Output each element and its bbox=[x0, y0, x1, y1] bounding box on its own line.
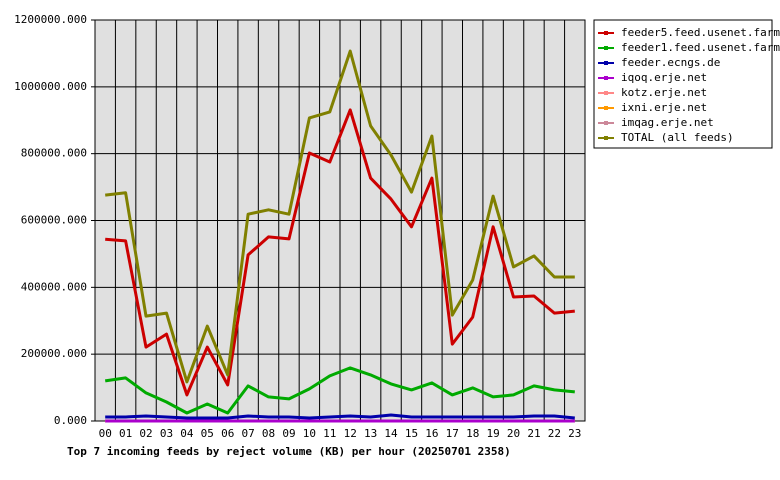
y-tick-label: 200000.000 bbox=[21, 347, 87, 360]
y-tick-label: 400000.000 bbox=[21, 280, 87, 293]
legend-marker bbox=[604, 61, 608, 65]
legend-label: kotz.erje.net bbox=[621, 86, 707, 99]
x-tick-label: 09 bbox=[282, 427, 295, 440]
x-tick-label: 15 bbox=[405, 427, 418, 440]
legend-label: iqoq.erje.net bbox=[621, 71, 707, 84]
x-tick-label: 03 bbox=[160, 427, 173, 440]
x-tick-label: 05 bbox=[201, 427, 214, 440]
series-line bbox=[105, 413, 575, 420]
x-tick-label: 17 bbox=[446, 427, 459, 440]
legend-box bbox=[593, 19, 773, 149]
x-tick-label: 22 bbox=[548, 427, 561, 440]
x-tick-label: 10 bbox=[303, 427, 316, 440]
x-tick-label: 12 bbox=[344, 427, 357, 440]
legend-marker bbox=[604, 136, 608, 140]
x-tick-label: 16 bbox=[425, 427, 438, 440]
legend-marker bbox=[604, 46, 608, 50]
legend-label: TOTAL (all feeds) bbox=[621, 131, 734, 144]
x-tick-label: 01 bbox=[119, 427, 132, 440]
x-tick-label: 08 bbox=[262, 427, 275, 440]
x-tick-label: 18 bbox=[466, 427, 479, 440]
x-tick-label: 06 bbox=[221, 427, 234, 440]
legend-marker bbox=[604, 91, 608, 95]
x-tick-label: 00 bbox=[99, 427, 112, 440]
legend-marker bbox=[604, 106, 608, 110]
y-tick-label: 800000.000 bbox=[21, 147, 87, 160]
x-tick-label: 19 bbox=[487, 427, 500, 440]
x-tick-label: 21 bbox=[527, 427, 540, 440]
y-tick-label: 1200000.000 bbox=[14, 13, 87, 26]
legend-label: feeder5.feed.usenet.farm bbox=[621, 26, 780, 39]
x-tick-label: 23 bbox=[568, 427, 581, 440]
x-tick-label: 07 bbox=[242, 427, 255, 440]
legend-label: feeder1.feed.usenet.farm bbox=[621, 41, 780, 54]
legend-label: ixni.erje.net bbox=[621, 101, 707, 114]
legend-label: imqag.erje.net bbox=[621, 116, 714, 129]
x-tick-label: 02 bbox=[139, 427, 152, 440]
y-tick-label: 1000000.000 bbox=[14, 80, 87, 93]
series-line bbox=[105, 49, 575, 384]
series-line bbox=[104, 366, 575, 415]
x-tick-label: 14 bbox=[384, 427, 398, 440]
y-tick-label: 0.000 bbox=[54, 414, 87, 427]
chart-title: Top 7 incoming feeds by reject volume (K… bbox=[67, 445, 511, 458]
x-tick-label: 04 bbox=[180, 427, 194, 440]
legend-label: feeder.ecngs.de bbox=[621, 56, 720, 69]
series-line bbox=[105, 108, 575, 397]
x-tick-label: 11 bbox=[323, 427, 336, 440]
legend-marker bbox=[604, 121, 608, 125]
legend-marker bbox=[604, 76, 608, 80]
legend-marker bbox=[604, 31, 608, 35]
x-tick-label: 20 bbox=[507, 427, 520, 440]
y-tick-label: 600000.000 bbox=[21, 214, 87, 227]
x-tick-label: 13 bbox=[364, 427, 377, 440]
